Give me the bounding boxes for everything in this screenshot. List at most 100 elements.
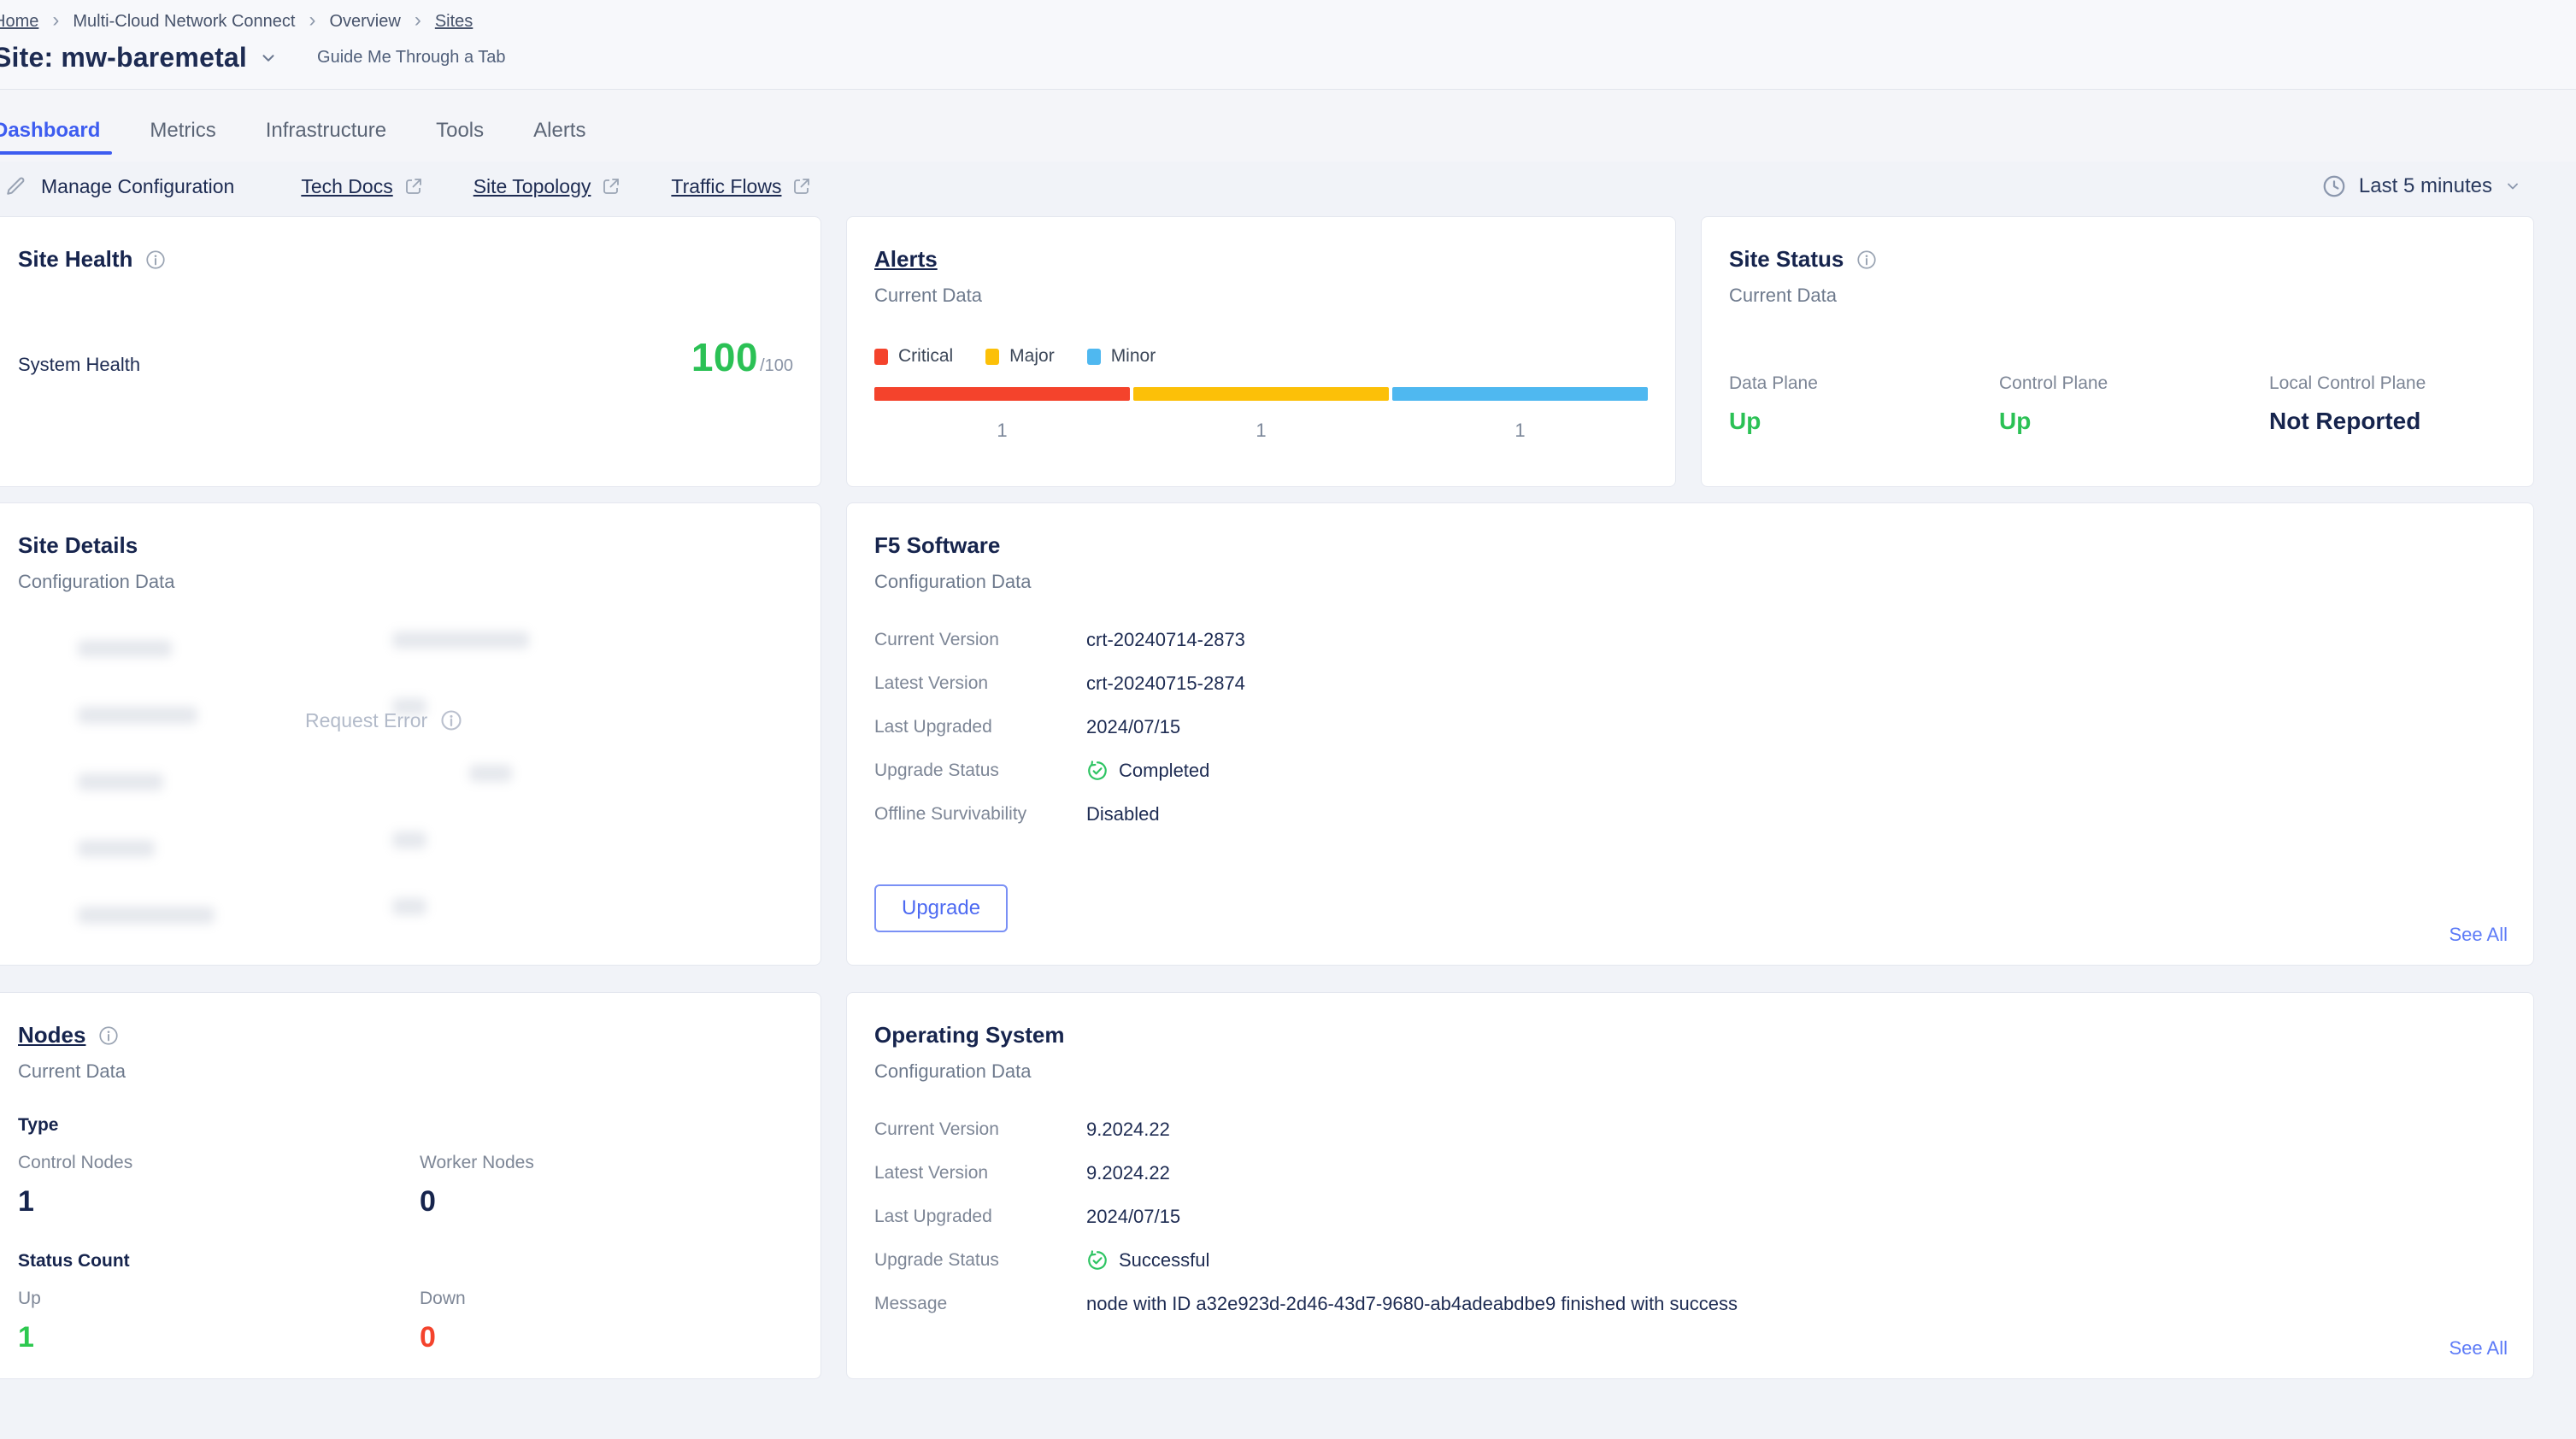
worker-nodes-value: 0 xyxy=(420,1185,436,1218)
nodes-up: Up 1 xyxy=(18,1289,420,1354)
site-details-card: Site Details Configuration Data Request … xyxy=(0,502,821,966)
tab-alerts[interactable]: Alerts xyxy=(533,119,586,142)
offline-survivability-value: Disabled xyxy=(1086,803,1160,825)
data-plane-label: Data Plane xyxy=(1729,373,1818,393)
kv-row: Offline Survivability Disabled xyxy=(874,803,2506,825)
system-health-score-max: /100 xyxy=(760,356,793,375)
os-current-version-label: Current Version xyxy=(874,1119,999,1139)
kv-row: Latest Version 9.2024.22 xyxy=(874,1162,2506,1184)
nodes-down: Down 0 xyxy=(420,1289,793,1354)
data-plane-status: Data Plane Up xyxy=(1729,373,1999,435)
clock-icon xyxy=(2321,173,2347,199)
kv-row: Upgrade Status Completed xyxy=(874,760,2506,782)
external-link-icon xyxy=(791,176,812,197)
tab-dashboard[interactable]: Dashboard xyxy=(0,119,113,162)
info-icon[interactable] xyxy=(97,1025,120,1047)
nodes-status-grid: Up 1 Down 0 xyxy=(18,1289,793,1354)
bar-segment-major[interactable]: 1 xyxy=(1133,387,1389,442)
info-icon[interactable] xyxy=(1856,249,1878,271)
alerts-title-link[interactable]: Alerts xyxy=(874,246,938,272)
control-plane-status: Control Plane Up xyxy=(1999,373,2269,435)
breadcrumb-sites[interactable]: Sites xyxy=(434,12,473,31)
nodes-type-grid: Control Nodes 1 Worker Nodes 0 xyxy=(18,1153,793,1219)
page-title: Site: mw-baremetal xyxy=(0,42,248,73)
tab-bar: Dashboard Metrics Infrastructure Tools A… xyxy=(0,90,2576,162)
info-icon[interactable] xyxy=(144,249,167,271)
legend-minor-label: Minor xyxy=(1110,346,1156,366)
chevron-down-icon[interactable] xyxy=(259,49,278,68)
bar-segment-minor[interactable]: 1 xyxy=(1392,387,1648,442)
legend-item-major: Major xyxy=(985,346,1055,367)
upgrade-status-value: Completed xyxy=(1119,760,1210,781)
chevron-right-icon: › xyxy=(52,8,60,32)
operating-system-title: Operating System xyxy=(874,1022,1065,1048)
kv-row: Last Upgraded 2024/07/15 xyxy=(874,1206,2506,1228)
site-details-title: Site Details xyxy=(18,532,138,558)
app-root: Home › Multi-Cloud Network Connect › Ove… xyxy=(0,8,2576,1379)
upgrade-button[interactable]: Upgrade xyxy=(874,884,1009,932)
alerts-subtitle: Current Data xyxy=(874,285,982,306)
breadcrumb-home[interactable]: Home xyxy=(0,12,39,31)
title-row: Site: mw-baremetal Guide Me Through a Ta… xyxy=(0,42,2576,73)
nodes-down-value: 0 xyxy=(420,1321,436,1354)
site-status-card: Site Status Current Data Data Plane Up C… xyxy=(1701,216,2534,487)
control-plane-value: Up xyxy=(1999,408,2032,434)
blurred-placeholder xyxy=(392,831,426,849)
os-upgrade-status-value: Successful xyxy=(1119,1249,1210,1271)
nodes-title-link[interactable]: Nodes xyxy=(18,1022,86,1048)
nodes-type-heading: Type xyxy=(18,1115,59,1135)
blurred-placeholder xyxy=(78,640,172,657)
os-latest-version-value: 9.2024.22 xyxy=(1086,1162,1170,1184)
upgrade-status-label: Upgrade Status xyxy=(874,761,999,780)
major-count: 1 xyxy=(1256,420,1267,441)
critical-count: 1 xyxy=(997,420,1008,441)
tech-docs-link[interactable]: Tech Docs xyxy=(301,175,423,198)
blurred-placeholder xyxy=(78,907,215,924)
blurred-placeholder xyxy=(78,707,197,724)
check-circle-icon xyxy=(1086,1249,1109,1272)
info-icon[interactable] xyxy=(439,708,463,732)
minor-swatch-icon xyxy=(1086,348,1101,365)
toolbar: Manage Configuration Tech Docs Site Topo… xyxy=(3,173,2521,199)
legend-critical-label: Critical xyxy=(898,346,954,366)
local-control-plane-label: Local Control Plane xyxy=(2269,373,2426,393)
control-plane-label: Control Plane xyxy=(1999,373,2108,393)
site-topology-link[interactable]: Site Topology xyxy=(473,175,622,198)
blurred-placeholder xyxy=(78,840,155,857)
nodes-card: Nodes Current Data Type Control Nodes 1 … xyxy=(0,992,821,1379)
critical-swatch-icon xyxy=(874,348,888,365)
request-error-label: Request Error xyxy=(305,708,428,731)
os-message-label: Message xyxy=(874,1294,948,1313)
f5-software-subtitle: Configuration Data xyxy=(874,571,1032,592)
see-all-link[interactable]: See All xyxy=(2449,1337,2508,1359)
see-all-link[interactable]: See All xyxy=(2449,924,2508,945)
major-swatch-icon xyxy=(985,348,1000,365)
manage-configuration-button[interactable]: Manage Configuration xyxy=(3,174,234,198)
current-version-value: crt-20240714-2873 xyxy=(1086,629,1245,650)
site-status-columns: Data Plane Up Control Plane Up Local Con… xyxy=(1729,373,2506,435)
site-health-card: Site Health System Health 100/100 xyxy=(0,216,821,487)
time-range-selector[interactable]: Last 5 minutes xyxy=(2321,173,2521,199)
guide-me-link[interactable]: Guide Me Through a Tab xyxy=(317,48,506,67)
breadcrumb-mcn[interactable]: Multi-Cloud Network Connect xyxy=(73,12,296,31)
f5-software-card: F5 Software Configuration Data Current V… xyxy=(846,502,2534,966)
breadcrumb-overview[interactable]: Overview xyxy=(329,12,401,31)
breadcrumb: Home › Multi-Cloud Network Connect › Ove… xyxy=(0,8,2576,32)
chevron-right-icon: › xyxy=(414,8,421,32)
last-upgraded-value: 2024/07/15 xyxy=(1086,716,1181,737)
control-nodes: Control Nodes 1 xyxy=(18,1153,420,1219)
tab-infrastructure[interactable]: Infrastructure xyxy=(265,119,387,142)
tab-metrics[interactable]: Metrics xyxy=(150,119,216,142)
toolbar-links: Tech Docs Site Topology Traffic Flows xyxy=(301,175,812,198)
kv-row: Upgrade Status Successful xyxy=(874,1249,2506,1272)
dashboard-content: Site Health System Health 100/100 Alerts xyxy=(0,199,2576,1379)
check-circle-icon xyxy=(1086,760,1109,782)
pencil-icon xyxy=(3,174,27,198)
bar-segment-critical[interactable]: 1 xyxy=(874,387,1130,442)
tab-tools[interactable]: Tools xyxy=(436,119,485,142)
blurred-placeholder xyxy=(392,698,426,715)
kv-row: Message node with ID a32e923d-2d46-43d7-… xyxy=(874,1293,2506,1315)
traffic-flows-link[interactable]: Traffic Flows xyxy=(671,175,812,198)
alerts-stacked-bar[interactable]: 1 1 1 xyxy=(874,387,1648,442)
data-plane-value: Up xyxy=(1729,408,1761,434)
